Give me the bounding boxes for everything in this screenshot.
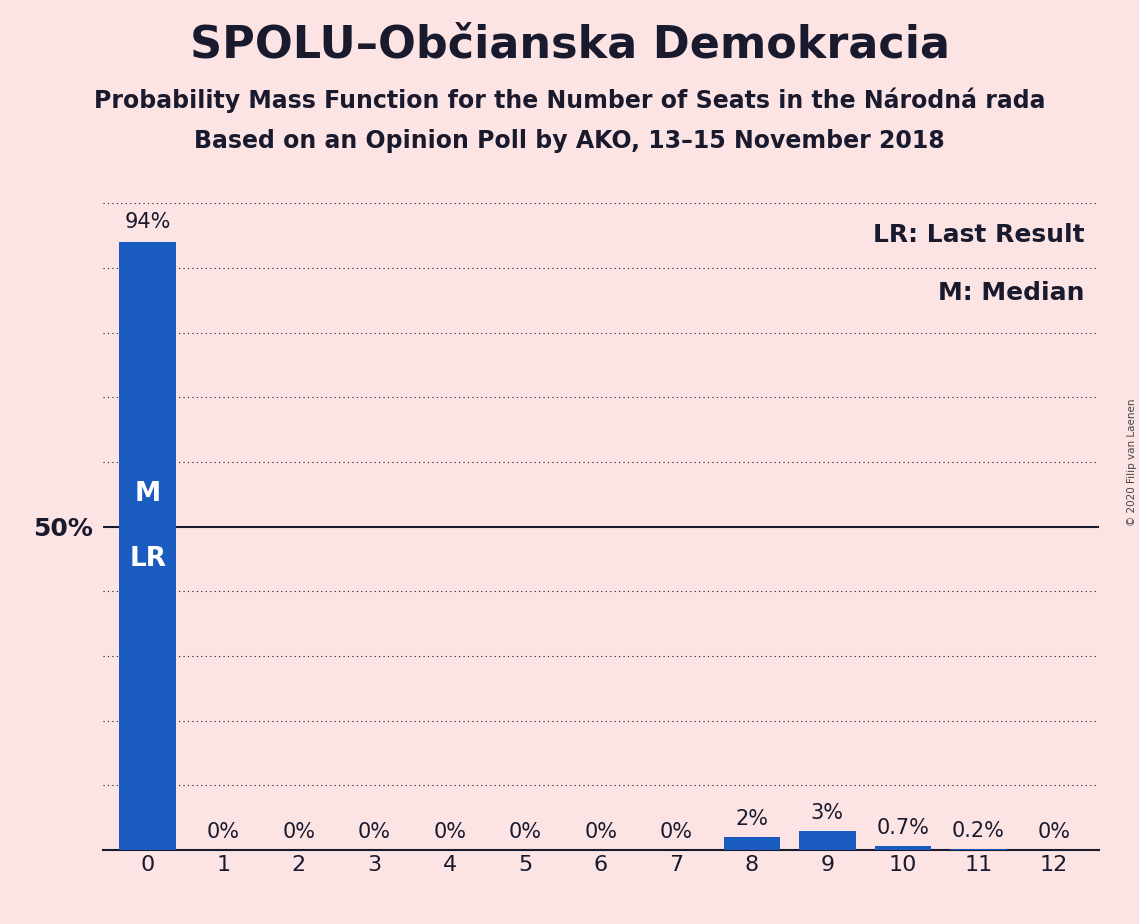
Bar (120, 242, 177, 850)
Text: 94%: 94% (124, 213, 171, 232)
Text: 0%: 0% (433, 822, 466, 843)
Text: 0%: 0% (584, 822, 617, 843)
Bar (723, 837, 780, 850)
Text: 0%: 0% (207, 822, 240, 843)
Bar (800, 831, 855, 850)
Text: LR: Last Result: LR: Last Result (872, 223, 1084, 247)
Text: 0%: 0% (1038, 822, 1071, 843)
Text: SPOLU–Občianska Demokracia: SPOLU–Občianska Demokracia (189, 23, 950, 67)
Text: 2%: 2% (736, 809, 769, 830)
Text: 0%: 0% (358, 822, 391, 843)
Text: M: M (134, 481, 161, 507)
Text: Probability Mass Function for the Number of Seats in the Národná rada: Probability Mass Function for the Number… (93, 88, 1046, 114)
Text: 3%: 3% (811, 803, 844, 823)
Text: LR: LR (130, 546, 166, 572)
Bar (875, 845, 932, 850)
Text: Based on an Opinion Poll by AKO, 13–15 November 2018: Based on an Opinion Poll by AKO, 13–15 N… (194, 129, 945, 153)
Text: 0%: 0% (282, 822, 316, 843)
Text: 0%: 0% (509, 822, 542, 843)
Bar (950, 849, 1007, 850)
Text: M: Median: M: Median (937, 281, 1084, 305)
Text: 0.2%: 0.2% (952, 821, 1005, 841)
Text: 0.7%: 0.7% (876, 818, 929, 838)
Text: 0%: 0% (659, 822, 693, 843)
Text: © 2020 Filip van Laenen: © 2020 Filip van Laenen (1126, 398, 1137, 526)
